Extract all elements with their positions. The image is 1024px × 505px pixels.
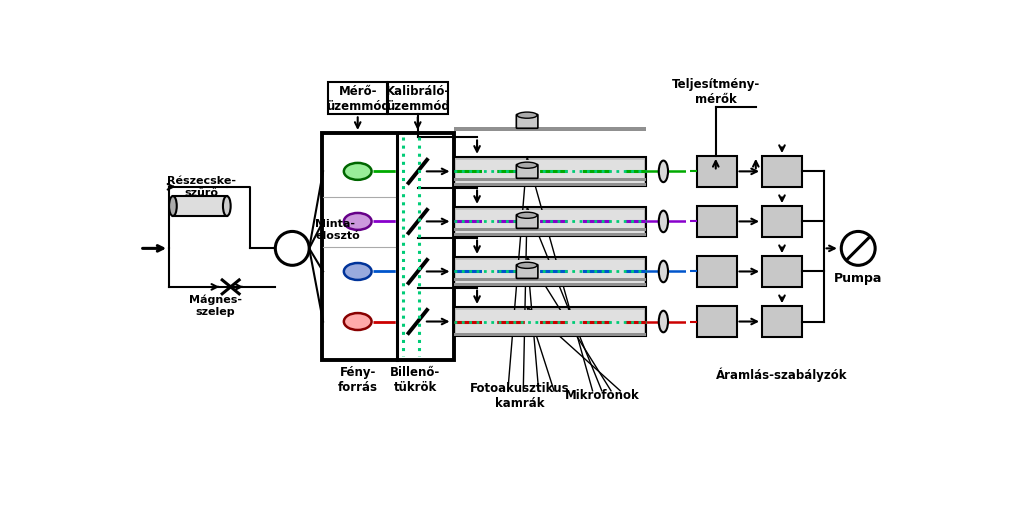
Text: Minta-
elosztó: Minta- elosztó [315, 219, 360, 240]
Text: Mágnes-
szelep: Mágnes- szelep [188, 294, 242, 316]
Bar [762, 157, 802, 187]
Bar [454, 233, 646, 236]
Bar [457, 161, 644, 183]
FancyBboxPatch shape [454, 258, 646, 286]
Bar [173, 196, 226, 217]
Ellipse shape [344, 314, 372, 330]
Bar [696, 257, 736, 287]
FancyBboxPatch shape [516, 215, 538, 229]
FancyBboxPatch shape [454, 158, 646, 187]
Bar [454, 183, 646, 187]
Bar [457, 211, 644, 233]
Text: Teljesítmény-
mérők: Teljesítmény- mérők [672, 77, 760, 106]
Text: Kalibráló-
üzemmód: Kalibráló- üzemmód [386, 85, 450, 113]
Bar [329, 83, 387, 115]
Ellipse shape [517, 213, 538, 219]
FancyBboxPatch shape [516, 265, 538, 279]
Bar [762, 307, 802, 337]
Text: Fény-
forrás: Fény- forrás [338, 366, 378, 393]
Ellipse shape [517, 113, 538, 119]
Bar [457, 311, 644, 333]
Circle shape [275, 232, 309, 266]
Bar [696, 207, 736, 237]
Bar [457, 261, 644, 283]
FancyBboxPatch shape [516, 115, 538, 129]
Ellipse shape [517, 263, 538, 269]
Ellipse shape [169, 196, 177, 217]
Bar [454, 278, 646, 281]
Bar [388, 83, 447, 115]
FancyBboxPatch shape [454, 307, 646, 336]
Text: Részecske-
szűrő: Részecske- szűrő [167, 176, 236, 197]
Text: Áramlás-szabályzók: Áramlás-szabályzók [716, 367, 848, 381]
Bar [454, 178, 646, 181]
Text: Mérő-
üzemmód: Mérő- üzemmód [326, 85, 389, 113]
Ellipse shape [658, 311, 668, 333]
Bar [696, 157, 736, 187]
Text: Billenő-
tükrök: Billenő- tükrök [390, 366, 440, 393]
Bar [762, 207, 802, 237]
Text: Mikrofonok: Mikrofonok [565, 388, 640, 401]
Bar [762, 257, 802, 287]
Bar [454, 333, 646, 336]
Ellipse shape [658, 261, 668, 283]
Ellipse shape [344, 214, 372, 230]
Bar [454, 128, 646, 131]
Ellipse shape [658, 211, 668, 233]
Ellipse shape [344, 264, 372, 280]
FancyBboxPatch shape [454, 208, 646, 236]
Circle shape [842, 232, 876, 266]
Bar [696, 307, 736, 337]
Ellipse shape [517, 163, 538, 169]
FancyBboxPatch shape [516, 165, 538, 179]
Text: Fotoakusztikus
kamrák: Fotoakusztikus kamrák [470, 381, 569, 409]
Ellipse shape [223, 196, 230, 217]
Ellipse shape [344, 164, 372, 180]
Ellipse shape [658, 161, 668, 183]
Text: Pumpa: Pumpa [834, 272, 883, 284]
Bar [454, 283, 646, 286]
Bar [322, 134, 454, 360]
Bar [454, 228, 646, 231]
